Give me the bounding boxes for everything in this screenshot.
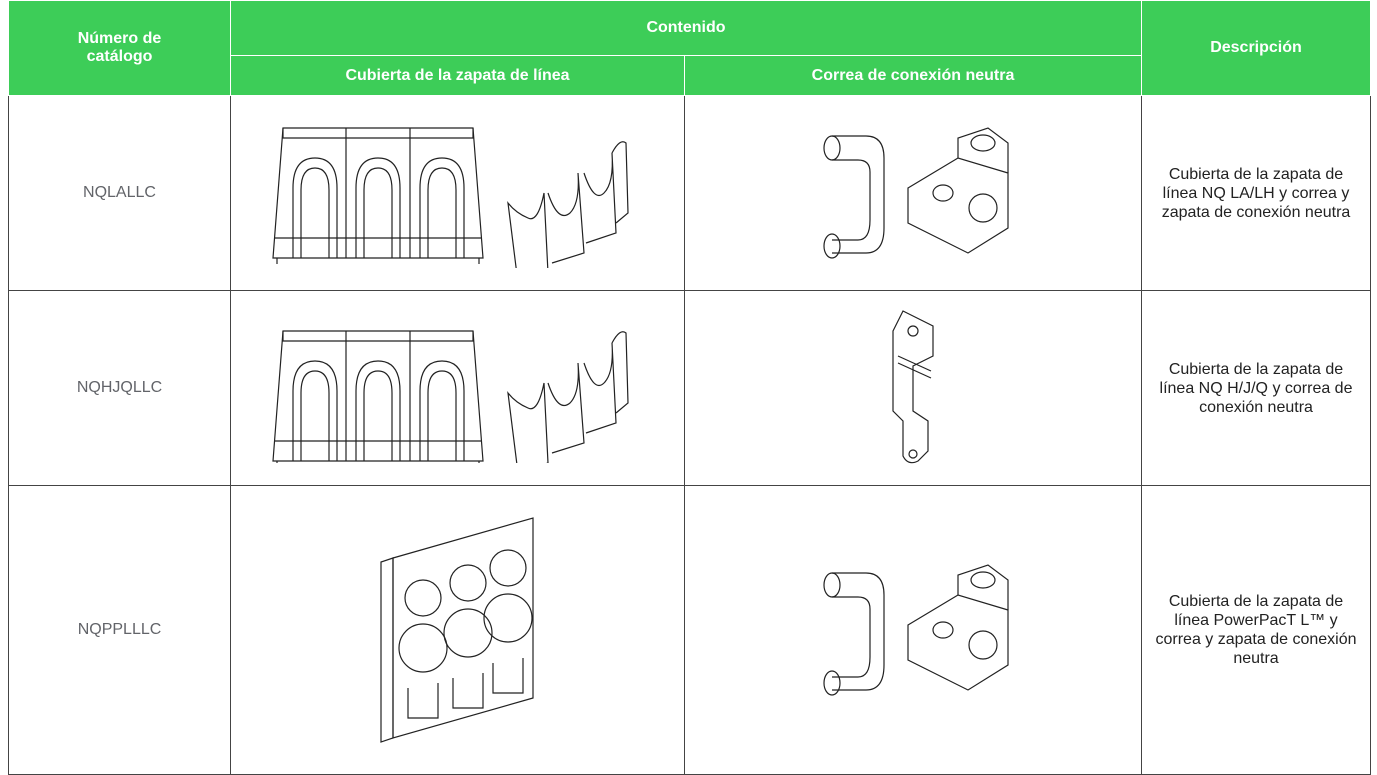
- header-contents: Contenido: [230, 0, 1142, 56]
- description: Cubierta de la zapata de línea NQ H/J/Q …: [1141, 290, 1371, 486]
- catalog-number: NQPPLLLC: [8, 485, 231, 775]
- cover-image: [230, 95, 685, 291]
- catalog-number: NQHJQLLC: [8, 290, 231, 486]
- strap-image: [684, 290, 1142, 486]
- strap-drawing: [823, 127, 1009, 259]
- cover-drawing: [271, 330, 629, 463]
- header-catalog-number: Número de catálogo: [8, 0, 231, 96]
- header-description: Descripción: [1141, 0, 1371, 96]
- powerpact-drawing: [379, 517, 534, 743]
- cover-drawing: [271, 127, 629, 268]
- description: Cubierta de la zapata de línea NQ LA/LH …: [1141, 95, 1371, 291]
- strap-image: [684, 95, 1142, 291]
- cover-image: [230, 290, 685, 486]
- strap-drawing: [823, 564, 1009, 696]
- catalog-number: NQLALLC: [8, 95, 231, 291]
- cover-image: [230, 485, 685, 775]
- description: Cubierta de la zapata de línea PowerPacT…: [1141, 485, 1371, 775]
- header-neutral-strap: Correa de conexión neutra: [684, 55, 1142, 96]
- catalog-table: Número de catálogo Contenido Descripción…: [8, 0, 1371, 775]
- strap-image: [684, 485, 1142, 775]
- header-line-lug-cover: Cubierta de la zapata de línea: [230, 55, 685, 96]
- plate-drawing: [892, 310, 934, 464]
